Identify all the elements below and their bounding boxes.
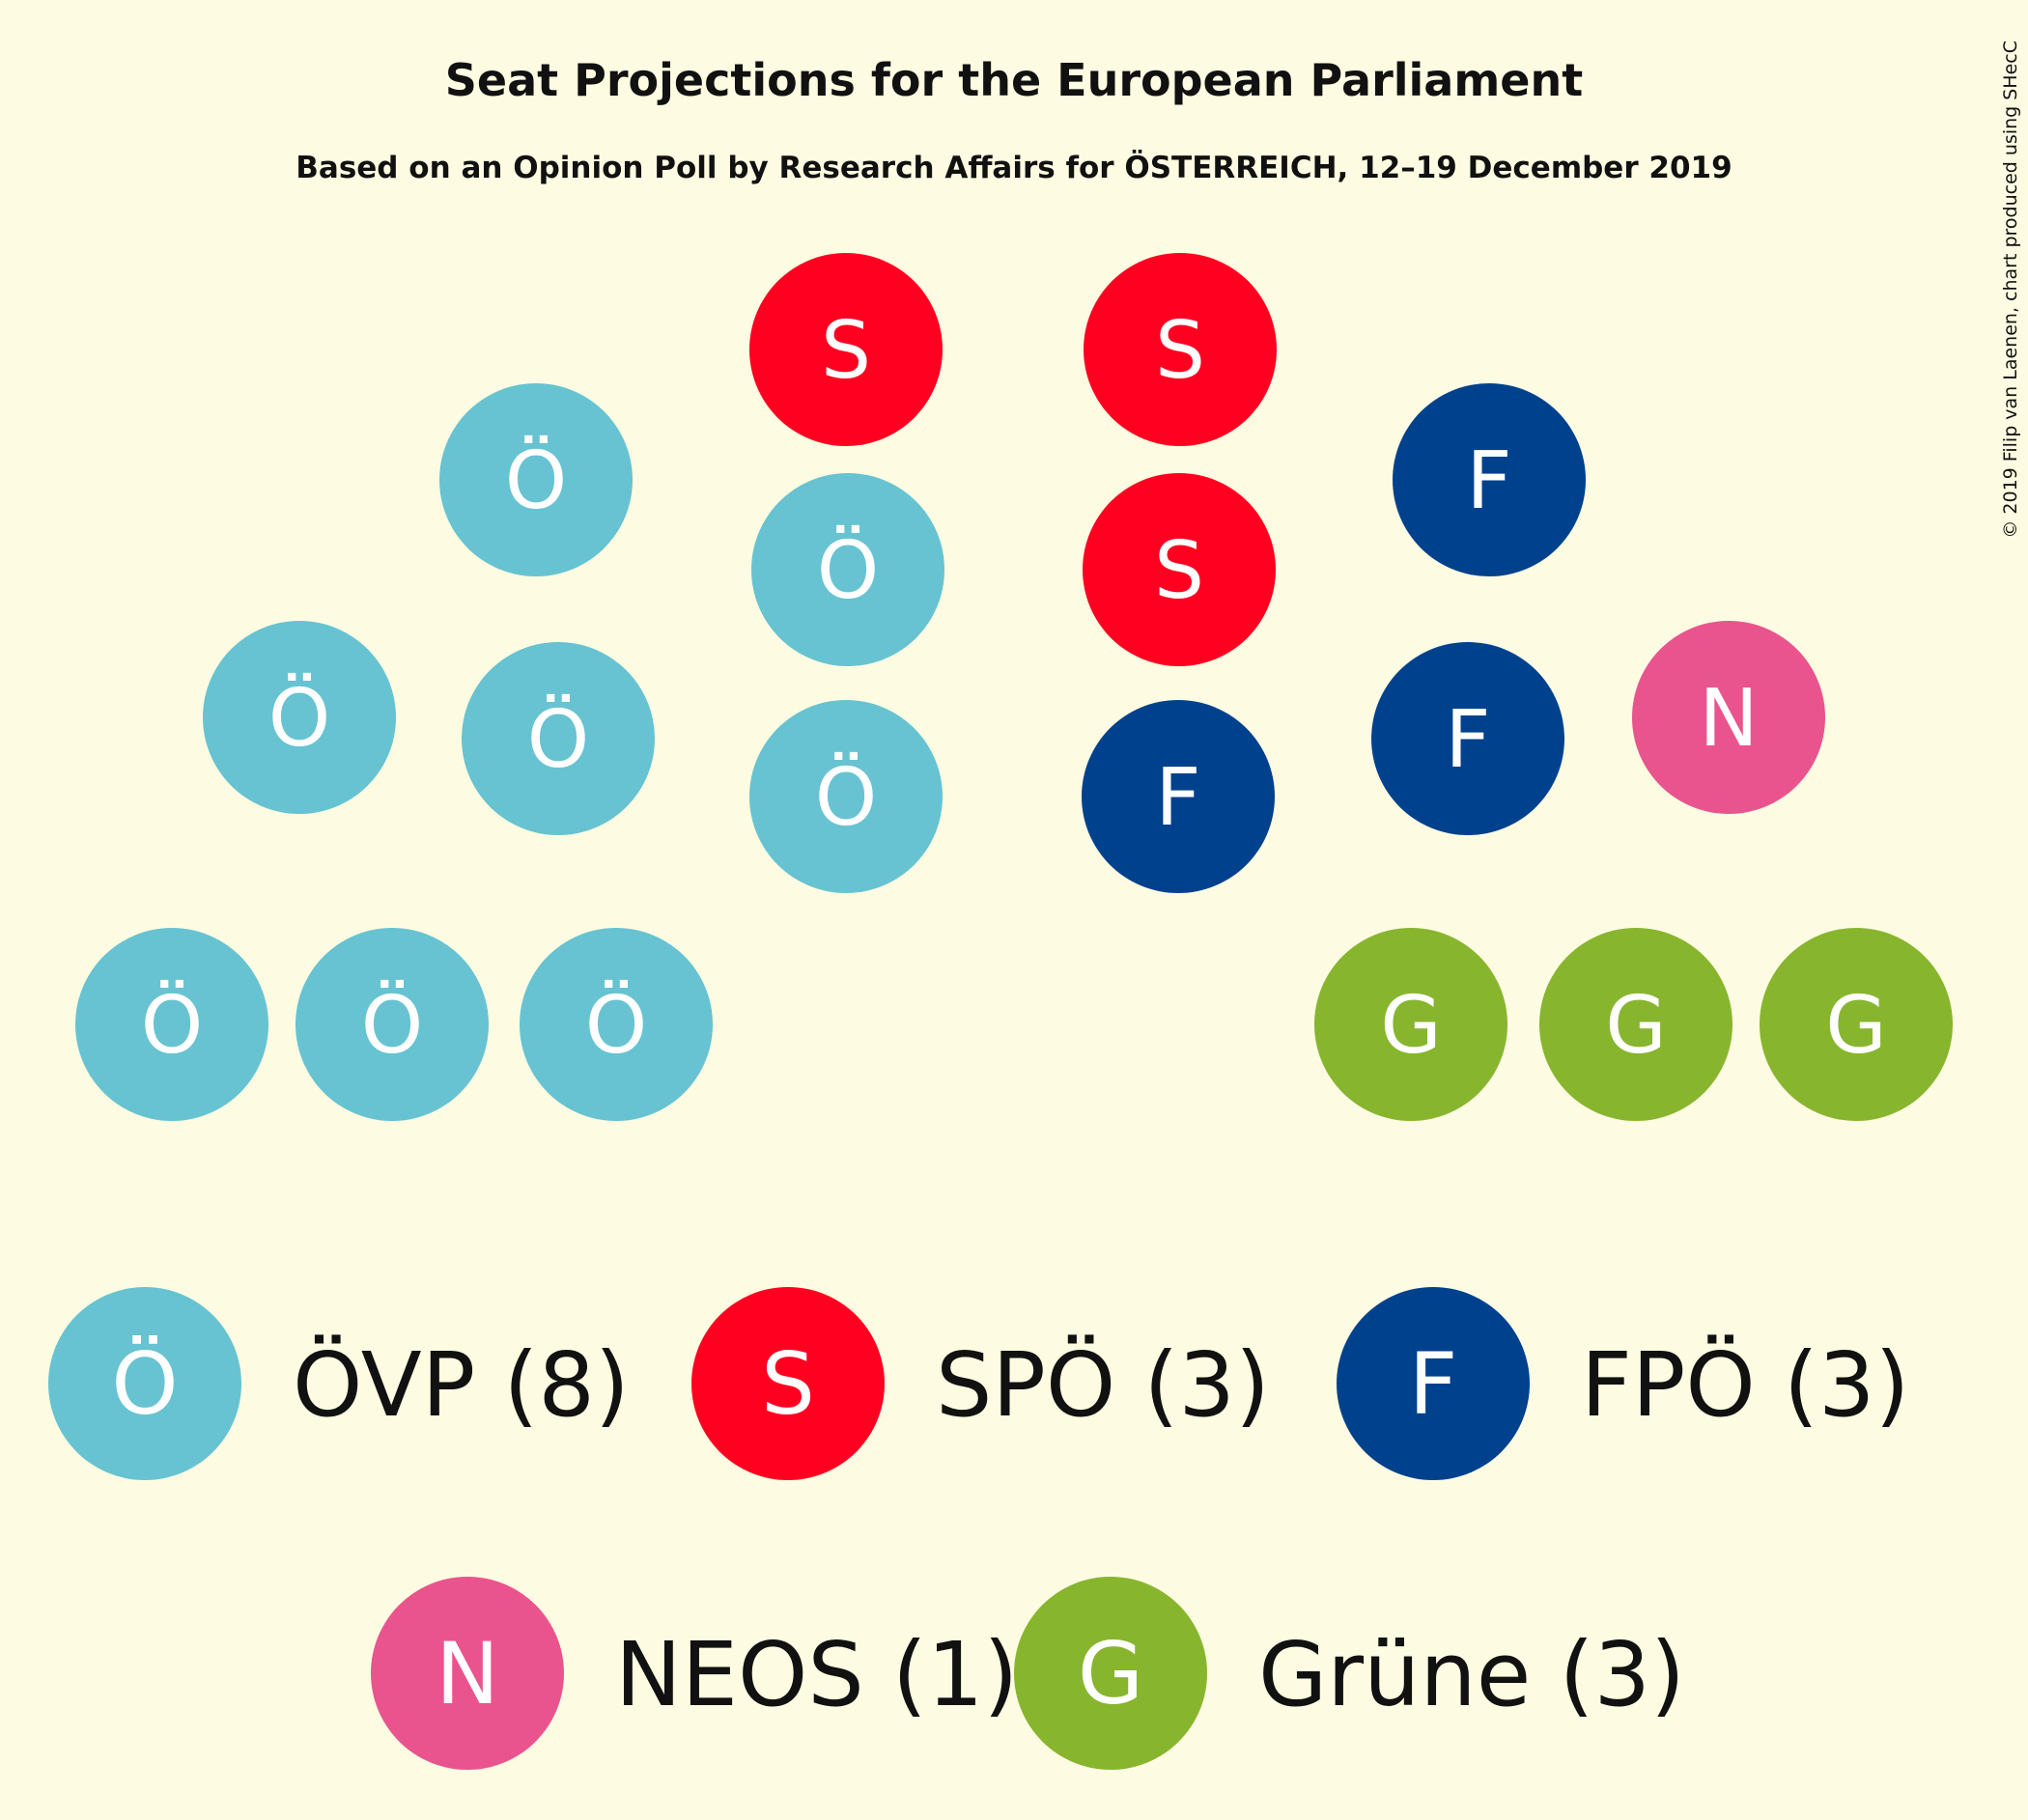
legend-swatch-spoe xyxy=(691,1287,885,1480)
legend-label-gruene: Grüne (3) xyxy=(1258,1623,1685,1726)
legend-swatch-gruene xyxy=(1014,1577,1207,1770)
legend-letter-oevp: Ö xyxy=(111,1334,178,1434)
legend-label-fpoe: FPÖ (3) xyxy=(1581,1333,1909,1437)
legend-label-spoe: SPÖ (3) xyxy=(936,1333,1270,1437)
seat-letter-neos-15: N xyxy=(1699,673,1758,765)
seat-oevp-3 xyxy=(520,928,713,1121)
seat-letter-oevp-8: Ö xyxy=(815,751,878,844)
seat-letter-gruene-17: G xyxy=(1605,980,1667,1072)
legend-label-neos: NEOS (1) xyxy=(615,1623,1018,1726)
legend-swatch-neos xyxy=(371,1577,564,1770)
seat-letter-spoe-10: S xyxy=(1155,305,1205,397)
legend-swatch-oevp xyxy=(48,1287,241,1480)
seat-spoe-10 xyxy=(1084,253,1277,446)
credit-text: © 2019 Filip van Laenen, chart produced … xyxy=(2000,41,2021,539)
seat-fpoe-13 xyxy=(1393,383,1586,576)
legend-letter-neos: N xyxy=(436,1624,499,1723)
seat-letter-spoe-11: S xyxy=(1154,525,1204,617)
seat-spoe-11 xyxy=(1083,473,1276,666)
seat-letter-oevp-6: Ö xyxy=(505,434,568,527)
seat-letter-gruene-16: G xyxy=(1380,980,1442,1072)
legend-label-oevp: ÖVP (8) xyxy=(293,1333,630,1437)
seat-gruene-18 xyxy=(1760,928,1953,1121)
seat-gruene-17 xyxy=(1539,928,1732,1121)
chart-subtitle: Based on an Opinion Poll by Research Aff… xyxy=(296,150,1732,185)
legend-letter-gruene: G xyxy=(1078,1624,1143,1723)
legend-letter-spoe: S xyxy=(761,1334,815,1434)
seat-fpoe-14 xyxy=(1371,642,1564,835)
seat-letter-spoe-9: S xyxy=(821,305,871,397)
seat-spoe-9 xyxy=(749,253,943,446)
seat-letter-oevp-2: Ö xyxy=(361,979,424,1072)
seat-neos-15 xyxy=(1632,621,1825,814)
seat-oevp-7 xyxy=(751,473,944,666)
seat-letter-gruene-18: G xyxy=(1825,980,1887,1072)
legend-swatch-fpoe xyxy=(1337,1287,1530,1480)
seat-letter-fpoe-13: F xyxy=(1466,435,1511,527)
seat-oevp-1 xyxy=(75,928,268,1121)
legend-letter-fpoe: F xyxy=(1409,1334,1458,1434)
seat-oevp-5 xyxy=(462,642,655,835)
seat-oevp-6 xyxy=(439,383,633,576)
legend: Ö ÖVP (8) S SPÖ (3) F FPÖ (3) N NEOS (1) G Grüne … xyxy=(48,1287,1909,1770)
seats-group: Ö Ö Ö Ö Ö Ö Ö Ö S S S F F F N G G G xyxy=(75,253,1953,1121)
seat-letter-oevp-3: Ö xyxy=(585,979,648,1072)
seat-gruene-16 xyxy=(1314,928,1507,1121)
seat-letter-fpoe-12: F xyxy=(1155,752,1200,844)
seat-letter-oevp-1: Ö xyxy=(141,979,204,1072)
chart-title: Seat Projections for the European Parlia… xyxy=(445,54,1583,106)
seat-oevp-4 xyxy=(203,621,396,814)
seat-letter-oevp-7: Ö xyxy=(817,524,880,617)
seat-letter-oevp-4: Ö xyxy=(268,672,331,765)
seat-letter-oevp-5: Ö xyxy=(527,693,590,786)
seat-fpoe-12 xyxy=(1082,700,1275,893)
seat-oevp-2 xyxy=(296,928,489,1121)
seat-oevp-8 xyxy=(749,700,943,893)
seat-letter-fpoe-14: F xyxy=(1445,694,1490,786)
